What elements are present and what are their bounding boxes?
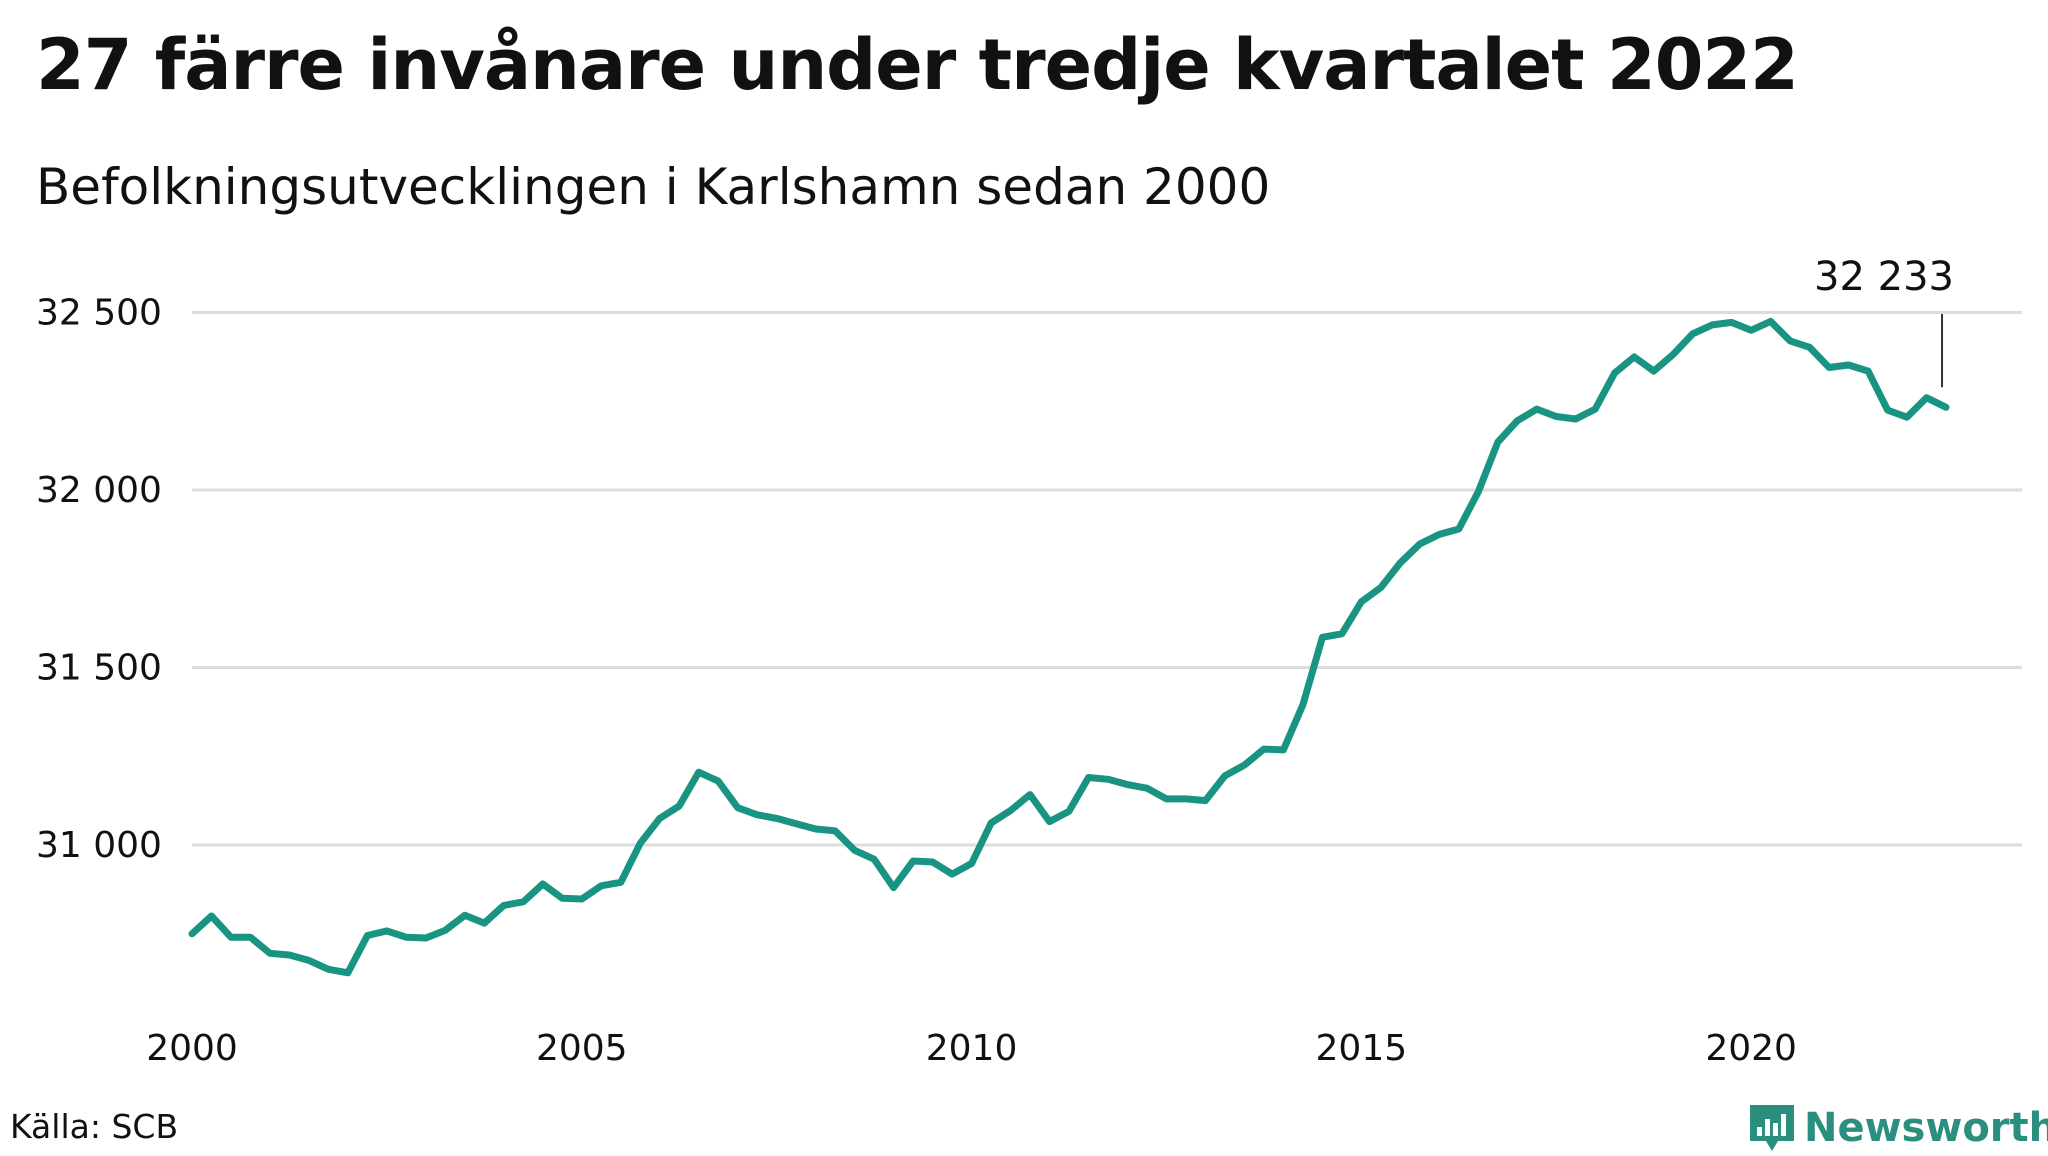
brand-name: Newsworthy [1804,1105,2048,1151]
y-tick-label: 31 500 [36,648,162,689]
series-line [188,317,1950,977]
x-tick-label: 2020 [1705,1028,1797,1069]
series-layer [188,317,1950,977]
annotation-label: 32 233 [1814,254,1954,300]
brand-logo: Newsworthy [1750,1100,2048,1156]
page-title: 27 färre invånare under tredje kvartalet… [36,24,1799,106]
annotation-layer: 32 233 [1814,254,1954,388]
page-subtitle: Befolkningsutvecklingen i Karlshamn seda… [36,158,1271,216]
source-note: Källa: SCB [10,1107,179,1146]
x-tick-label: 2005 [536,1028,628,1069]
y-axis-tick-labels: 31 000 31 500 32 000 32 500 [36,293,162,867]
y-tick-label: 31 000 [36,825,162,866]
gridlines [192,311,2022,847]
x-tick-label: 2015 [1316,1028,1408,1069]
y-tick-label: 32 000 [36,470,162,511]
x-tick-label: 2010 [926,1028,1018,1069]
newsworthy-bar-chart-icon [1750,1105,1794,1151]
y-tick-label: 32 500 [36,293,162,334]
x-tick-label: 2000 [146,1028,238,1069]
x-axis-tick-labels: 2000 2005 2010 2015 2020 [146,1028,1797,1069]
